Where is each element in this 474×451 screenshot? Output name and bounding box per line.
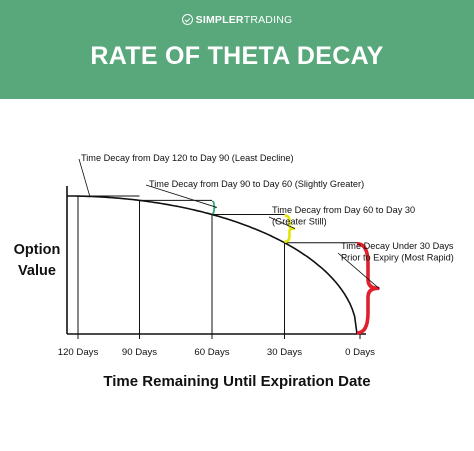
annotation-text: Time Decay from Day 120 to Day 90 (Least… bbox=[81, 153, 294, 163]
y-axis-label: Option Value bbox=[12, 240, 62, 282]
y-axis-label-line: Value bbox=[18, 263, 56, 279]
annotation-leader-line bbox=[145, 184, 217, 208]
annotation-text: Time Decay from Day 90 to Day 60 (Slight… bbox=[149, 179, 364, 189]
annotation-text-line: Prior to Expiry (Most Rapid) bbox=[341, 253, 454, 263]
decay-bracket-green bbox=[211, 200, 217, 215]
annotation-leader-line bbox=[337, 252, 380, 289]
annotation-leader-line bbox=[78, 158, 91, 198]
brand-name-light: TRADING bbox=[243, 14, 293, 26]
x-axis-label: Time Remaining Until Expiration Date bbox=[103, 373, 371, 390]
brand-logo: SIMPLERTRADING bbox=[0, 14, 474, 26]
annotation-text-line: Time Decay from Day 60 to Day 30 bbox=[272, 205, 415, 215]
decay-bracket-red bbox=[356, 241, 380, 335]
annotation-text: Time Decay Under 30 Days Prior to Expiry … bbox=[341, 241, 454, 263]
x-tick-label: 30 Days bbox=[267, 347, 302, 358]
annotation-text-line: Time Decay from Day 90 to Day 60 (Slight… bbox=[149, 179, 364, 189]
annotation-text-line: Time Decay from Day 120 to Day 90 (Least… bbox=[81, 153, 294, 163]
x-tick-label: 90 Days bbox=[122, 347, 157, 358]
checkmark-circle-icon bbox=[181, 14, 193, 25]
header-banner bbox=[0, 0, 474, 99]
theta-decay-curve bbox=[67, 195, 358, 335]
y-axis-label-line: Option bbox=[13, 242, 61, 258]
brand-name-bold: SIMPLER bbox=[195, 14, 244, 26]
annotation-text-line: Time Decay Under 30 Days bbox=[341, 241, 454, 251]
decay-bracket-yellow bbox=[284, 214, 296, 244]
x-tick-label: 60 Days bbox=[194, 347, 229, 358]
x-tick-label: 120 Days bbox=[58, 347, 99, 358]
annotation-leader-line bbox=[268, 216, 296, 229]
annotation-text-line: (Greater Still) bbox=[272, 217, 327, 227]
chart-title: RATE OF THETA DECAY bbox=[90, 42, 384, 70]
annotation-text: Time Decay from Day 60 to Day 30 (Greater… bbox=[272, 205, 415, 227]
x-tick-label: 0 Days bbox=[345, 347, 375, 358]
